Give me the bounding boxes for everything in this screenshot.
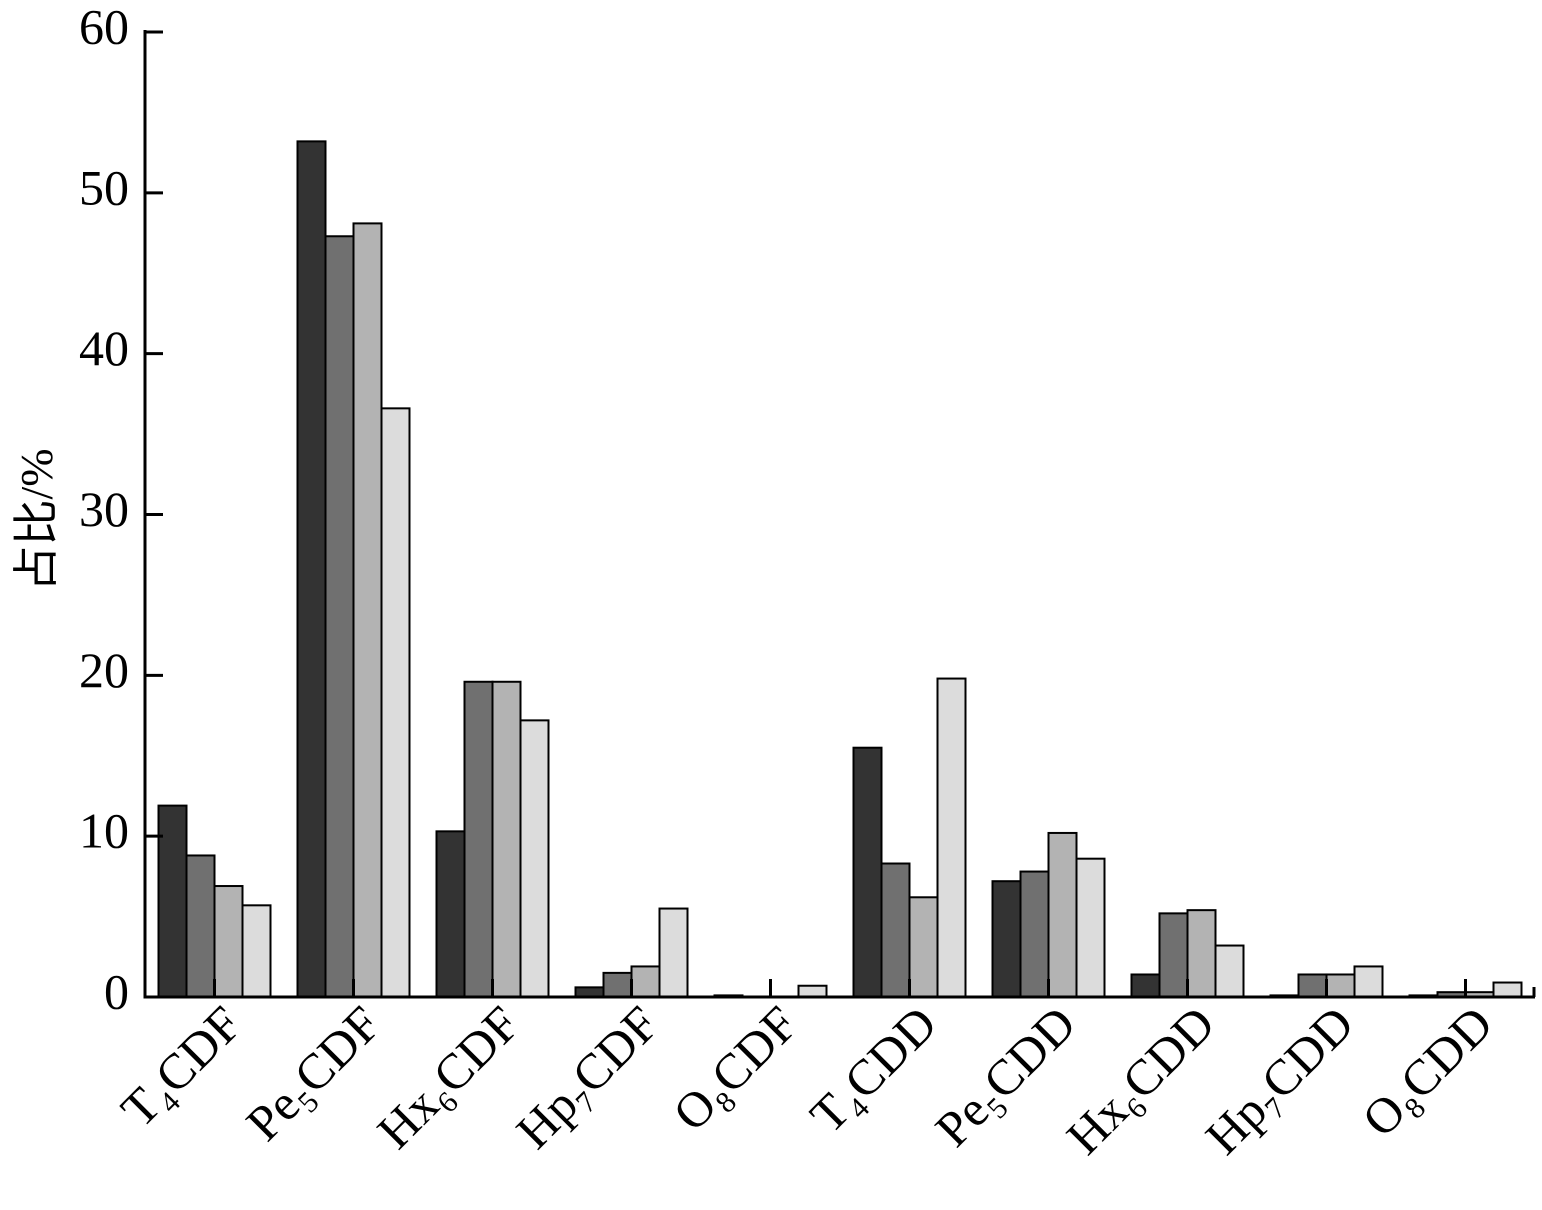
bar [463,680,494,998]
y-axis-label: 占比/% [11,448,62,591]
x-tick-label: Pe₅CDF [235,995,391,1151]
bar [1492,981,1523,999]
bar [852,746,883,998]
bar [435,830,466,999]
bar [1325,973,1356,999]
bar [241,904,272,999]
bar [1353,965,1384,998]
bar [630,965,661,998]
bar [296,140,327,999]
x-tick-label: Hp₇CDD [1194,995,1364,1165]
bar [658,907,689,999]
bar [936,677,967,998]
bar [519,719,550,998]
bar [157,804,188,998]
x-tick-label: T₄CDF [110,995,252,1137]
y-tick-label: 50 [79,159,129,215]
bar [880,862,911,999]
y-tick-label: 0 [104,963,129,1019]
y-tick-label: 40 [79,320,129,376]
x-tick-label: Hx₆CDD [1055,995,1225,1165]
bar [908,896,939,998]
bar [1186,909,1217,999]
bar [491,680,522,998]
x-tick-label: T₄CDD [799,995,947,1143]
bar [1019,870,1050,998]
bar [1297,973,1328,999]
bar [602,971,633,998]
bar [324,235,355,998]
bar [1130,973,1161,999]
bar [797,984,828,998]
bar [1214,944,1245,998]
y-tick-label: 30 [79,481,129,537]
bar [213,885,244,999]
bar [1075,857,1106,999]
y-tick-label: 10 [79,803,129,859]
bar [991,880,1022,999]
bar [352,222,383,998]
x-tick-label: Hp₇CDF [505,995,669,1159]
bar [1047,831,1078,999]
x-tick-label: Hx₆CDF [366,995,530,1159]
y-tick-label: 20 [79,642,129,698]
x-tick-label: O₈CDF [662,995,808,1141]
bar [1158,912,1189,998]
bar [185,854,216,999]
x-tick-label: O₈CDD [1351,995,1503,1147]
y-tick-label: 60 [79,0,129,54]
bar [380,407,411,999]
